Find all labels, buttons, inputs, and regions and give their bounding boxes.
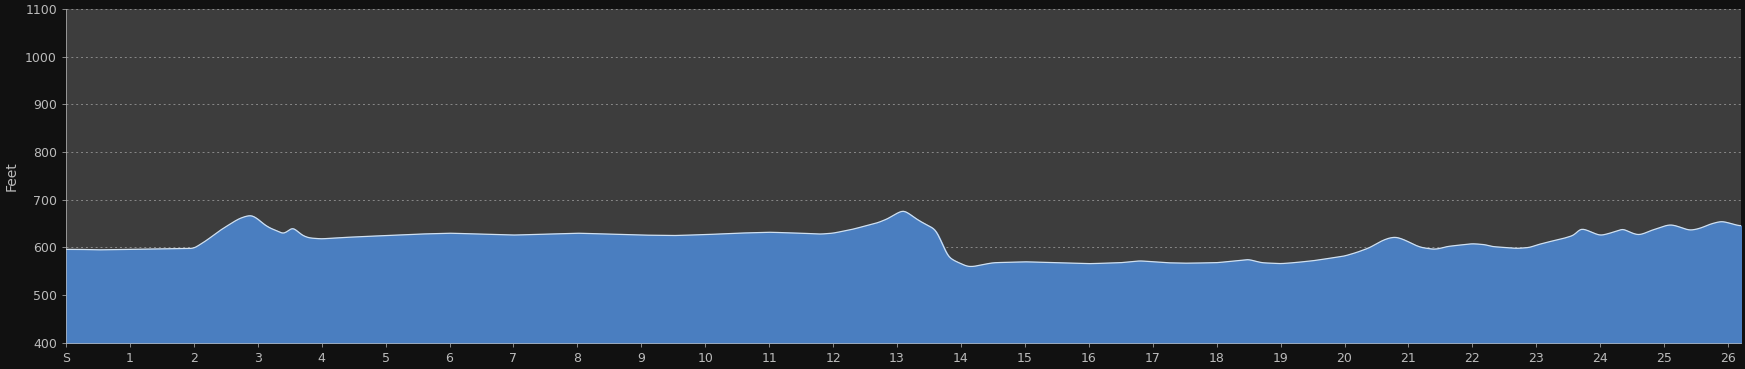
Y-axis label: Feet: Feet xyxy=(3,161,17,191)
